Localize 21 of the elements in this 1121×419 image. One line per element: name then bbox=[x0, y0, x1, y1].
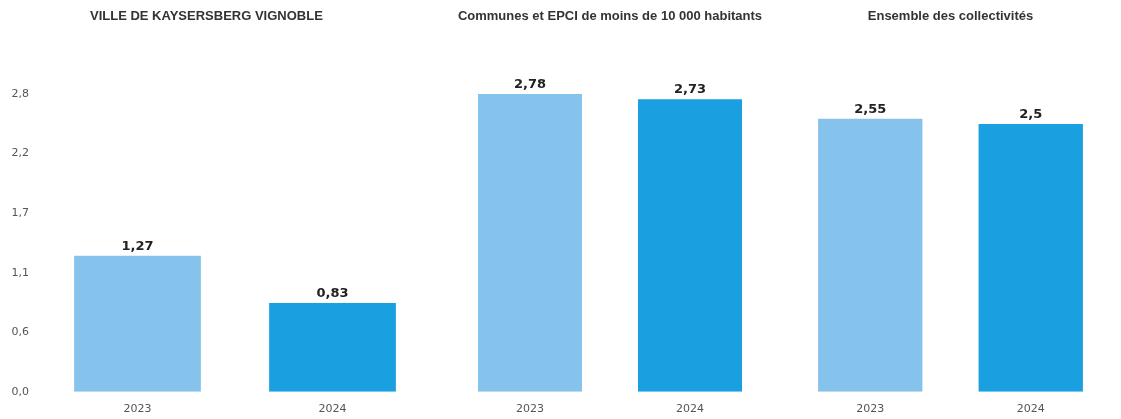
y-tick-label: 0,6 bbox=[11, 325, 29, 339]
y-tick-label: 1,7 bbox=[11, 205, 29, 219]
x-tick-label: 2024 bbox=[318, 402, 347, 416]
data-label: 2,78 bbox=[513, 75, 547, 91]
y-tick-label: 0,0 bbox=[11, 384, 29, 398]
x-tick-label: 2023 bbox=[123, 402, 152, 416]
x-tick-label: 2024 bbox=[676, 402, 704, 416]
y-tick-label: 1,1 bbox=[11, 265, 29, 279]
data-label: 1,27 bbox=[121, 237, 154, 253]
x-tick-label: 2023 bbox=[516, 402, 544, 416]
data-label: 2,55 bbox=[854, 100, 887, 116]
data-label: 2,73 bbox=[673, 81, 707, 97]
data-label: 0,83 bbox=[316, 284, 349, 300]
data-label: 2,5 bbox=[1019, 105, 1043, 121]
x-tick-label: 2024 bbox=[1016, 402, 1045, 416]
y-tick-label: 2,8 bbox=[11, 86, 29, 100]
x-tick-label: 2023 bbox=[856, 402, 885, 416]
chart-title: Ensemble des collectivités bbox=[866, 7, 1035, 25]
chart-title: VILLE DE KAYSERSBERG VIGNOBLE bbox=[89, 7, 324, 25]
y-tick-label: 2,2 bbox=[11, 146, 29, 160]
chart-title: Communes et EPCI de moins de 10 000 habitants bbox=[456, 7, 764, 25]
